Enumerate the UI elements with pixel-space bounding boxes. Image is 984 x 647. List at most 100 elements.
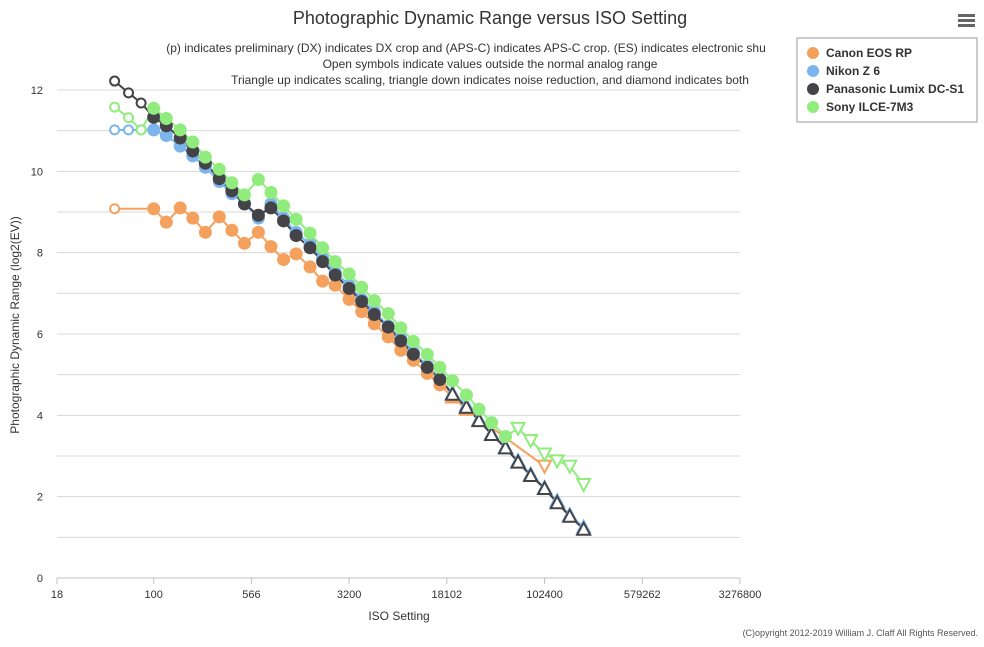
data-point-canon-eos-rp: [316, 274, 330, 288]
data-point-panasonic-lumix-dc-s1: [575, 520, 592, 536]
legend: Canon EOS RP Nikon Z 6 Panasonic Lumix DC-…: [796, 37, 978, 123]
data-point-canon-eos-rp: [186, 211, 200, 225]
x-tick-label: 3276800: [719, 589, 762, 601]
data-point-panasonic-lumix-dc-s1: [536, 479, 553, 496]
data-point-sony-ilce-7m3: [289, 212, 303, 226]
data-point-panasonic-lumix-dc-s1: [367, 307, 381, 321]
data-point-panasonic-lumix-dc-s1: [522, 466, 539, 483]
data-point-panasonic-lumix-dc-s1: [135, 97, 147, 109]
data-point-panasonic-lumix-dc-s1: [470, 412, 488, 428]
data-point-sony-ilce-7m3: [159, 111, 173, 125]
legend-label: Nikon Z 6: [826, 64, 880, 78]
data-point-sony-ilce-7m3: [147, 101, 161, 115]
data-point-panasonic-lumix-dc-s1: [316, 255, 330, 269]
data-point-nikon-z-6: [109, 124, 121, 136]
data-point-sony-ilce-7m3: [264, 185, 278, 199]
chart-title: Photographic Dynamic Range versus ISO Se…: [293, 8, 687, 28]
legend-label: Panasonic Lumix DC-S1: [826, 82, 964, 96]
chart-menu-button[interactable]: [953, 8, 979, 32]
hamburger-menu-icon[interactable]: [958, 14, 975, 27]
data-point-canon-eos-rp: [225, 223, 239, 237]
data-point-sony-ilce-7m3: [198, 150, 212, 164]
data-point-sony-ilce-7m3: [328, 255, 342, 269]
y-tick-label: 0: [37, 573, 43, 585]
data-point-sony-ilce-7m3: [225, 176, 239, 190]
legend-label: Canon EOS RP: [826, 46, 912, 60]
data-point-panasonic-lumix-dc-s1: [251, 208, 265, 222]
data-point-sony-ilce-7m3: [367, 294, 381, 308]
data-point-sony-ilce-7m3: [355, 280, 369, 294]
grid-lines: [57, 89, 740, 579]
x-tick-label: 3200: [337, 589, 361, 601]
x-tick-label: 566: [242, 589, 260, 601]
chart-subtitle-line-2: Open symbols indicate values outside the…: [323, 57, 658, 71]
data-point-panasonic-lumix-dc-s1: [444, 385, 461, 401]
data-point-sony-ilce-7m3: [277, 199, 291, 213]
data-point-sony-ilce-7m3: [498, 429, 512, 443]
legend-marker: [807, 65, 819, 77]
data-point-sony-ilce-7m3: [548, 454, 566, 470]
x-tick-label: 100: [145, 589, 163, 601]
hamburger-line-top: [958, 14, 975, 17]
legend-marker: [807, 101, 819, 113]
data-point-canon-eos-rp: [212, 210, 226, 224]
series-markers-sony-ilce-7m3: [109, 101, 592, 494]
data-point-panasonic-lumix-dc-s1: [497, 439, 514, 455]
x-tick-label: 18: [51, 589, 63, 601]
data-point-canon-eos-rp: [303, 260, 317, 274]
data-point-canon-eos-rp: [264, 240, 278, 254]
data-point-nikon-z-6: [147, 123, 161, 137]
y-tick-label: 2: [37, 492, 43, 504]
y-axis-title: Photographic Dynamic Range (log2(EV)): [8, 216, 22, 433]
data-point-canon-eos-rp: [342, 292, 356, 306]
y-tick-label: 8: [37, 248, 43, 260]
legend-label: Sony ILCE-7M3: [826, 100, 914, 114]
data-point-panasonic-lumix-dc-s1: [303, 241, 317, 255]
data-point-sony-ilce-7m3: [212, 162, 226, 176]
y-axis-ticks: 0 2 4 6 8 10 12: [31, 85, 43, 585]
data-point-panasonic-lumix-dc-s1: [123, 87, 135, 99]
data-point-sony-ilce-7m3: [485, 416, 499, 430]
data-point-canon-eos-rp: [237, 236, 251, 250]
x-axis-ticks: 18 100 566 3200 18102 102400 579262 3276800: [51, 578, 762, 601]
legend-box: [796, 37, 978, 123]
data-point-sony-ilce-7m3: [420, 347, 434, 361]
data-point-sony-ilce-7m3: [522, 434, 539, 450]
data-point-sony-ilce-7m3: [575, 477, 592, 494]
data-point-sony-ilce-7m3: [123, 112, 135, 124]
x-tick-label: 102400: [526, 589, 563, 601]
data-point-sony-ilce-7m3: [561, 459, 578, 475]
chart-subtitle-line-1: (p) indicates preliminary (DX) indicates…: [166, 41, 766, 55]
data-point-panasonic-lumix-dc-s1: [328, 268, 342, 282]
data-point-panasonic-lumix-dc-s1: [548, 494, 566, 510]
data-point-panasonic-lumix-dc-s1: [355, 294, 369, 308]
data-point-sony-ilce-7m3: [342, 267, 356, 281]
data-point-panasonic-lumix-dc-s1: [483, 425, 500, 441]
data-point-canon-eos-rp: [147, 202, 161, 216]
data-point-panasonic-lumix-dc-s1: [433, 373, 447, 387]
data-point-sony-ilce-7m3: [316, 241, 330, 255]
data-point-sony-ilce-7m3: [303, 226, 317, 240]
x-tick-label: 579262: [624, 589, 661, 601]
data-point-sony-ilce-7m3: [433, 360, 447, 374]
data-point-canon-eos-rp: [277, 253, 291, 267]
legend-marker: [807, 47, 819, 59]
data-point-canon-eos-rp: [173, 201, 187, 215]
data-point-sony-ilce-7m3: [251, 172, 265, 186]
data-point-nikon-z-6: [123, 124, 135, 136]
data-point-sony-ilce-7m3: [109, 101, 121, 113]
x-axis-title: ISO Setting: [368, 609, 429, 623]
legend-items: Canon EOS RP Nikon Z 6 Panasonic Lumix DC-…: [807, 46, 964, 114]
data-point-sony-ilce-7m3: [459, 388, 473, 402]
data-point-sony-ilce-7m3: [536, 447, 553, 463]
series-markers: [109, 75, 592, 536]
data-point-canon-eos-rp: [289, 247, 303, 261]
data-point-panasonic-lumix-dc-s1: [509, 453, 527, 469]
hamburger-line-middle: [958, 19, 975, 22]
legend-marker: [807, 83, 819, 95]
data-point-panasonic-lumix-dc-s1: [264, 201, 278, 215]
copyright-notice: (C)opyright 2012-2019 William J. Claff A…: [743, 628, 978, 638]
data-point-sony-ilce-7m3: [135, 124, 147, 136]
data-point-panasonic-lumix-dc-s1: [289, 229, 303, 243]
